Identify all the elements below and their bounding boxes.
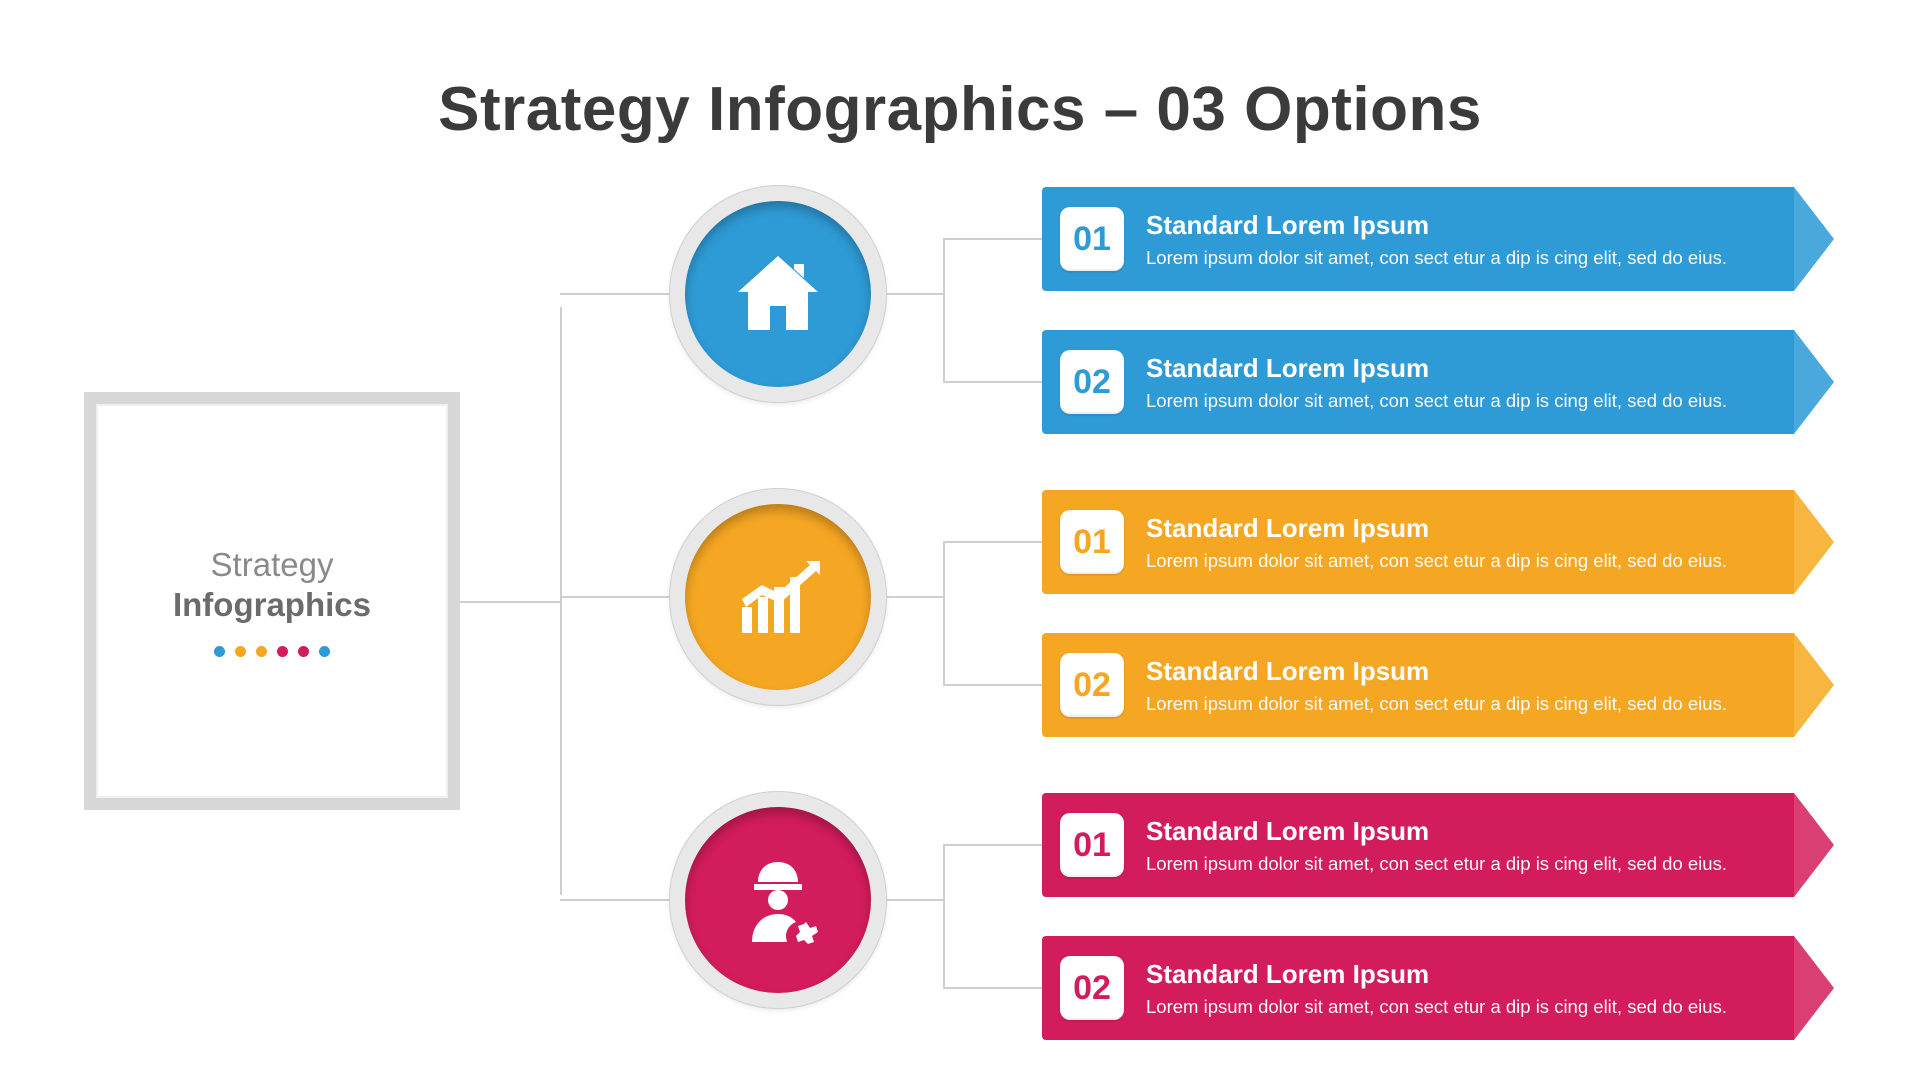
option-circle xyxy=(669,791,887,1009)
hub-dot xyxy=(235,646,246,657)
hub-dots xyxy=(214,646,330,657)
option-desc: Lorem ipsum dolor sit amet, con sect etu… xyxy=(1146,247,1727,269)
connector-branch xyxy=(887,899,943,901)
option-number: 01 xyxy=(1060,510,1124,574)
hub-line1: Strategy xyxy=(211,546,334,584)
connector-branch xyxy=(943,684,1042,686)
home-icon xyxy=(728,244,828,344)
hub-dot xyxy=(319,646,330,657)
option-text: Standard Lorem Ipsum Lorem ipsum dolor si… xyxy=(1146,513,1727,572)
option-number: 02 xyxy=(1060,350,1124,414)
connector-branch xyxy=(887,596,943,598)
connector-branch xyxy=(887,293,943,295)
connector-branch xyxy=(560,899,669,901)
option-circle-inner xyxy=(685,807,871,993)
connector-trunk xyxy=(560,307,562,895)
connector-branch xyxy=(943,238,1042,240)
option-bar: 01 Standard Lorem Ipsum Lorem ipsum dolor … xyxy=(1042,793,1794,897)
option-arrowhead xyxy=(1794,187,1834,291)
option-text: Standard Lorem Ipsum Lorem ipsum dolor si… xyxy=(1146,210,1727,269)
option-arrowhead xyxy=(1794,490,1834,594)
option-arrowhead xyxy=(1794,633,1834,737)
option-bar: 01 Standard Lorem Ipsum Lorem ipsum dolor … xyxy=(1042,490,1794,594)
option-text: Standard Lorem Ipsum Lorem ipsum dolor si… xyxy=(1146,656,1727,715)
connector-branch xyxy=(560,293,669,295)
connector-branch xyxy=(943,239,945,382)
option-desc: Lorem ipsum dolor sit amet, con sect etu… xyxy=(1146,550,1727,572)
option-bar: 02 Standard Lorem Ipsum Lorem ipsum dolor … xyxy=(1042,633,1794,737)
option-heading: Standard Lorem Ipsum xyxy=(1146,353,1727,384)
connector-branch xyxy=(943,542,945,685)
hub-dot xyxy=(277,646,288,657)
option-heading: Standard Lorem Ipsum xyxy=(1146,959,1727,990)
hub-dot xyxy=(298,646,309,657)
option-circle xyxy=(669,185,887,403)
hub-line2: Infographics xyxy=(173,586,371,624)
option-heading: Standard Lorem Ipsum xyxy=(1146,656,1727,687)
connector-branch xyxy=(560,596,669,598)
connector-branch xyxy=(943,381,1042,383)
option-circle xyxy=(669,488,887,706)
option-arrowhead xyxy=(1794,793,1834,897)
option-heading: Standard Lorem Ipsum xyxy=(1146,210,1727,241)
connector-branch xyxy=(943,987,1042,989)
option-bar: 02 Standard Lorem Ipsum Lorem ipsum dolor … xyxy=(1042,936,1794,1040)
option-text: Standard Lorem Ipsum Lorem ipsum dolor si… xyxy=(1146,816,1727,875)
connector-hub xyxy=(460,601,560,603)
option-desc: Lorem ipsum dolor sit amet, con sect etu… xyxy=(1146,390,1727,412)
hub-dot xyxy=(256,646,267,657)
option-circle-inner xyxy=(685,504,871,690)
option-arrowhead xyxy=(1794,936,1834,1040)
chart-icon xyxy=(728,547,828,647)
option-bar: 02 Standard Lorem Ipsum Lorem ipsum dolor … xyxy=(1042,330,1794,434)
option-number: 01 xyxy=(1060,813,1124,877)
option-text: Standard Lorem Ipsum Lorem ipsum dolor si… xyxy=(1146,353,1727,412)
option-arrowhead xyxy=(1794,330,1834,434)
worker-icon xyxy=(728,850,828,950)
option-number: 01 xyxy=(1060,207,1124,271)
connector-branch xyxy=(943,541,1042,543)
option-desc: Lorem ipsum dolor sit amet, con sect etu… xyxy=(1146,996,1727,1018)
option-number: 02 xyxy=(1060,956,1124,1020)
option-bar: 01 Standard Lorem Ipsum Lorem ipsum dolor … xyxy=(1042,187,1794,291)
option-number: 02 xyxy=(1060,653,1124,717)
page-title: Strategy Infographics – 03 Options xyxy=(0,74,1920,145)
hub-dot xyxy=(214,646,225,657)
option-text: Standard Lorem Ipsum Lorem ipsum dolor si… xyxy=(1146,959,1727,1018)
option-desc: Lorem ipsum dolor sit amet, con sect etu… xyxy=(1146,693,1727,715)
connector-branch xyxy=(943,844,1042,846)
connector-branch xyxy=(943,845,945,988)
option-heading: Standard Lorem Ipsum xyxy=(1146,513,1727,544)
option-heading: Standard Lorem Ipsum xyxy=(1146,816,1727,847)
hub-box: Strategy Infographics xyxy=(84,392,460,810)
option-desc: Lorem ipsum dolor sit amet, con sect etu… xyxy=(1146,853,1727,875)
option-circle-inner xyxy=(685,201,871,387)
